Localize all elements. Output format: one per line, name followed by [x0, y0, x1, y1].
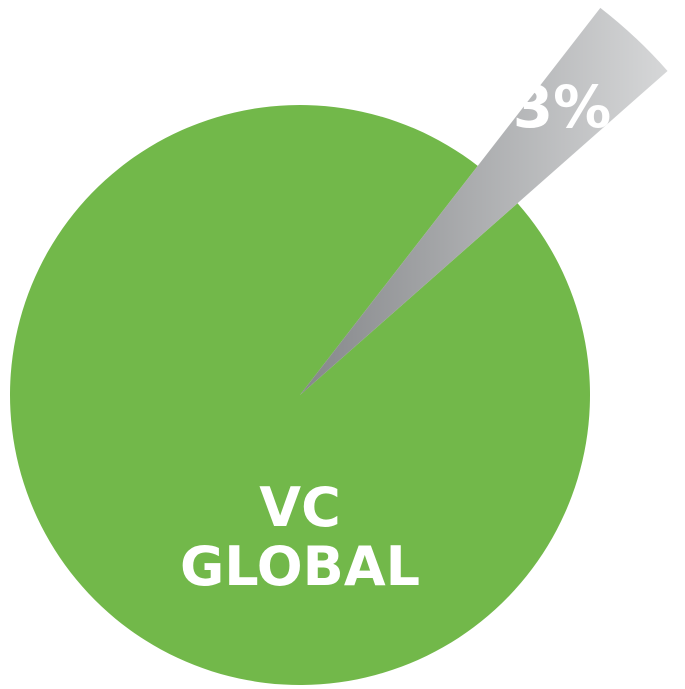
- pie-slice: [10, 104, 591, 685]
- category-label: VC GLOBAL: [179, 476, 421, 599]
- pie-slice: [300, 7, 668, 396]
- value-label: 3%: [513, 73, 611, 141]
